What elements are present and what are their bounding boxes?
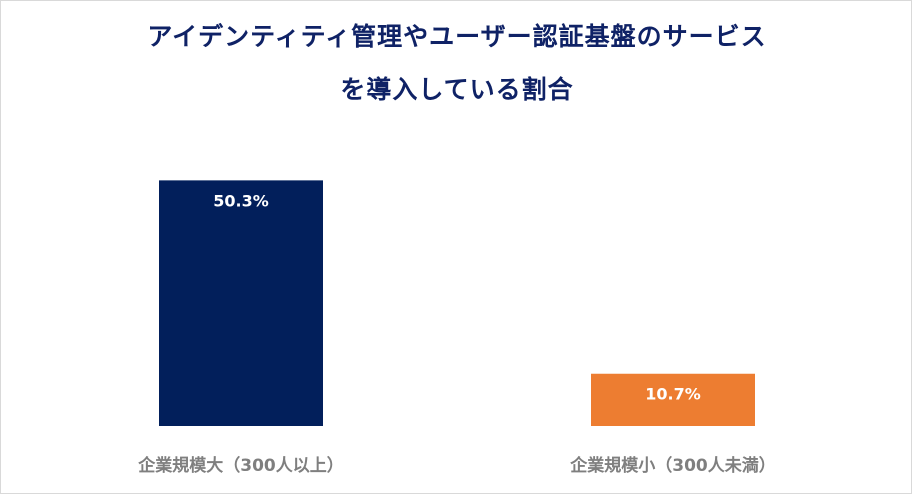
bar-1 bbox=[591, 373, 755, 426]
chart-title-line-2: を導入している割合 bbox=[340, 75, 574, 104]
category-label-1: 企業規模小（300人未満） bbox=[569, 455, 776, 476]
chart-title-line-1: アイデンティティ管理やユーザー認証基盤のサービス bbox=[147, 22, 767, 51]
value-label-1: 10.7% bbox=[645, 385, 701, 404]
chart-title: アイデンティティ管理やユーザー認証基盤のサービス を導入している割合 bbox=[1, 23, 912, 104]
value-label-0: 50.3% bbox=[213, 191, 269, 210]
category-label-0: 企業規模大（300人以上） bbox=[137, 455, 344, 476]
bar-0 bbox=[159, 180, 323, 426]
